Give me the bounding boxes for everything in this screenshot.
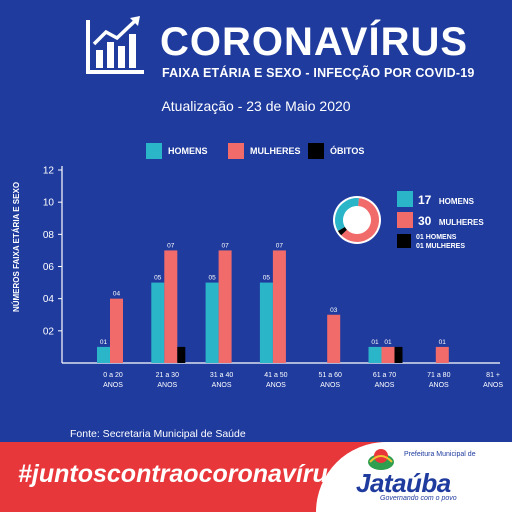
bar-men xyxy=(259,282,273,363)
logo-panel xyxy=(316,442,512,512)
bar-deaths xyxy=(394,346,403,363)
x-tick-label: 51 a 60 xyxy=(319,372,342,379)
donut-slice-men xyxy=(334,198,379,242)
bar-women xyxy=(272,250,286,363)
y-tick-label: 02 xyxy=(43,326,55,337)
x-tick-label: ANOS xyxy=(103,382,123,389)
legend-swatch-men xyxy=(146,143,162,159)
bar-chart: NÚMEROS FAIXA ETÁRIA E SEXO 02 04 06 08 10 12… xyxy=(12,166,503,390)
bar-value-label: 07 xyxy=(167,242,175,249)
source-note: Fonte: Secretaria Municipal de Saúde xyxy=(70,428,246,440)
legend-label-deaths: ÓBITOS xyxy=(330,146,365,156)
bar-value-label: 07 xyxy=(276,242,284,249)
x-tick-label: ANOS xyxy=(429,382,449,389)
legend-item-men: HOMENS xyxy=(146,142,208,160)
y-axis-title: NÚMEROS FAIXA ETÁRIA E SEXO xyxy=(12,182,21,312)
x-tick-label: ANOS xyxy=(157,382,177,389)
bar-women xyxy=(110,298,123,363)
page-subtitle: FAIXA ETÁRIA E SEXO - INFECÇÃO POR COVID… xyxy=(162,66,475,80)
legend-label-men: HOMENS xyxy=(168,146,208,156)
bar-men xyxy=(151,282,165,363)
bar-men xyxy=(205,282,219,363)
donut-slice-women xyxy=(334,198,379,242)
legend-swatch-women xyxy=(228,143,244,159)
summary-deaths-men: 01 HOMENS xyxy=(416,234,457,241)
x-tick-label: ANOS xyxy=(320,382,340,389)
legend-label-women: MULHERES xyxy=(250,146,301,156)
y-tick-label: 10 xyxy=(43,198,55,209)
update-date: Atualização - 23 de Maio 2020 xyxy=(161,98,351,114)
bar-value-label: 01 xyxy=(384,339,392,346)
donut-chart xyxy=(333,196,381,244)
x-tick-label: ANOS xyxy=(483,382,503,389)
bar-value-label: 03 xyxy=(330,307,338,314)
y-tick-label: 12 xyxy=(43,166,55,177)
x-tick-label: 81 + xyxy=(486,372,500,379)
city-emblem-icon xyxy=(368,449,394,470)
page-title: CORONAVÍRUS xyxy=(160,20,469,64)
bar-value-label: 05 xyxy=(154,275,162,282)
summary-women: 30 MULHERES xyxy=(418,212,484,229)
legend-item-deaths: ÓBITOS xyxy=(308,142,364,160)
x-tick-label: 31 a 40 xyxy=(210,372,233,379)
x-tick-labels: 0 a 20 ANOS 21 a 30 ANOS 31 a 40 ANOS 41 a 50 A… xyxy=(103,372,503,389)
logo-prefix: Prefeitura Municipal de xyxy=(404,451,476,458)
x-tick-label: 71 a 80 xyxy=(427,372,450,379)
logo-tagline: Governando com o povo xyxy=(380,495,457,502)
hashtag: #juntoscontraocoronavírus xyxy=(18,460,342,488)
legend-item-women: MULHERES xyxy=(228,142,301,160)
x-tick-label: 61 a 70 xyxy=(373,372,396,379)
bar-value-label: 05 xyxy=(263,275,271,282)
summary-men-count: 17 xyxy=(418,193,432,207)
bar-value-label: 04 xyxy=(113,291,121,298)
y-tick-label: 06 xyxy=(43,262,55,273)
x-tick-label: ANOS xyxy=(212,382,232,389)
bar-men xyxy=(97,346,110,363)
bars xyxy=(97,250,449,363)
summary-men-label: HOMENS xyxy=(439,197,475,206)
bar-value-label: 01 xyxy=(371,339,379,346)
bar-value-label: 05 xyxy=(208,275,216,282)
bar-value-label: 01 xyxy=(100,339,108,346)
x-tick-label: ANOS xyxy=(375,382,395,389)
x-tick-label: 41 a 50 xyxy=(264,372,287,379)
y-tick-label: 08 xyxy=(43,230,55,241)
summary-men: 17 HOMENS xyxy=(418,191,475,208)
x-tick-label: 21 a 30 xyxy=(156,372,179,379)
summary-women-label: MULHERES xyxy=(439,218,485,227)
logo-name: Jataúba xyxy=(356,468,451,498)
bar-women xyxy=(327,314,341,363)
summary-deaths-women: 01 MULHERES xyxy=(416,243,465,250)
legend-swatch-deaths xyxy=(308,143,324,159)
bar-deaths xyxy=(177,346,186,363)
bar-value-label: 01 xyxy=(439,339,447,346)
summary-women-count: 30 xyxy=(418,214,432,228)
bar-women xyxy=(218,250,232,363)
chart-growth-icon xyxy=(86,16,144,74)
summary-swatch-deaths xyxy=(397,234,411,248)
bar-men xyxy=(368,346,382,363)
bar-value-label: 07 xyxy=(221,242,229,249)
summary-swatch-men xyxy=(397,191,413,207)
bar-women xyxy=(164,250,178,363)
summary-swatch-women xyxy=(397,212,413,228)
bar-labels: 01 04 05 07 05 07 05 07 03 01 01 01 xyxy=(100,242,446,346)
x-tick-label: ANOS xyxy=(266,382,286,389)
y-tick-label: 04 xyxy=(43,294,55,305)
x-tick-label: 0 a 20 xyxy=(103,372,123,379)
bar-women xyxy=(381,346,395,363)
bar-women xyxy=(435,346,449,363)
y-axis-title-group: NÚMEROS FAIXA ETÁRIA E SEXO xyxy=(12,182,21,312)
